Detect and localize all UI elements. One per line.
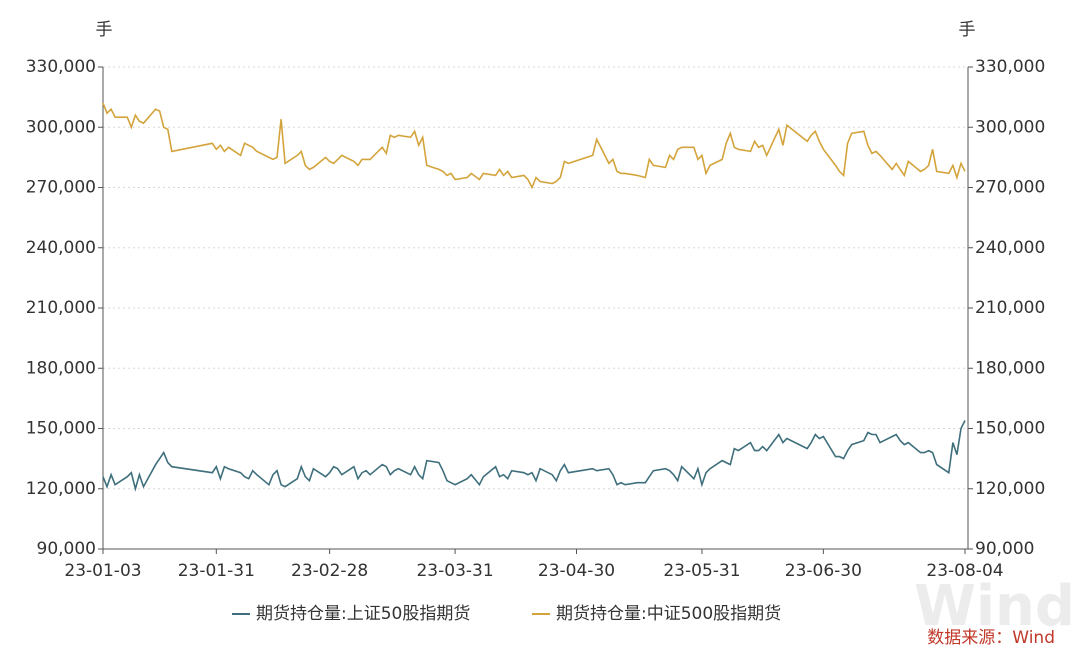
y2-tick-label: 210,000 [975, 298, 1045, 318]
x-tick-label: 23-03-31 [416, 561, 493, 581]
x-tick-label: 23-01-31 [178, 561, 255, 581]
x-tick-label: 23-06-30 [785, 561, 862, 581]
y2-tick-label: 330,000 [975, 57, 1045, 77]
y2-tick-label: 150,000 [975, 419, 1045, 439]
legend-label: 期货持仓量:上证50股指期货 [256, 604, 470, 624]
y-tick-label: 330,000 [26, 57, 96, 77]
series-line [102, 420, 966, 492]
y-tick-label: 270,000 [26, 178, 96, 198]
y2-tick-label: 270,000 [975, 178, 1045, 198]
y-axis-unit: 手 [96, 20, 113, 40]
y-tick-label: 150,000 [26, 419, 96, 439]
y2-tick-label: 300,000 [975, 117, 1045, 137]
watermark: Wind [914, 574, 1075, 639]
legend-label: 期货持仓量:中证500股指期货 [556, 604, 781, 624]
x-tick-label: 23-05-31 [663, 561, 740, 581]
y2-tick-label: 90,000 [975, 539, 1034, 559]
y2-axis-unit: 手 [959, 20, 976, 40]
source-note: 数据来源：Wind [927, 628, 1055, 648]
y-tick-label: 210,000 [26, 298, 96, 318]
y2-tick-label: 120,000 [975, 479, 1045, 499]
y-tick-label: 300,000 [26, 117, 96, 137]
y2-tick-label: 240,000 [975, 238, 1045, 258]
y-tick-label: 120,000 [26, 479, 96, 499]
x-tick-label: 23-08-04 [926, 561, 1003, 581]
y-tick-label: 240,000 [26, 238, 96, 258]
series-line [102, 102, 966, 190]
x-tick-label: 23-04-30 [538, 561, 615, 581]
x-tick-label: 23-01-03 [64, 561, 141, 581]
y-tick-label: 180,000 [26, 358, 96, 378]
y2-tick-label: 180,000 [975, 358, 1045, 378]
y-tick-label: 90,000 [37, 539, 96, 559]
x-tick-label: 23-02-28 [291, 561, 368, 581]
